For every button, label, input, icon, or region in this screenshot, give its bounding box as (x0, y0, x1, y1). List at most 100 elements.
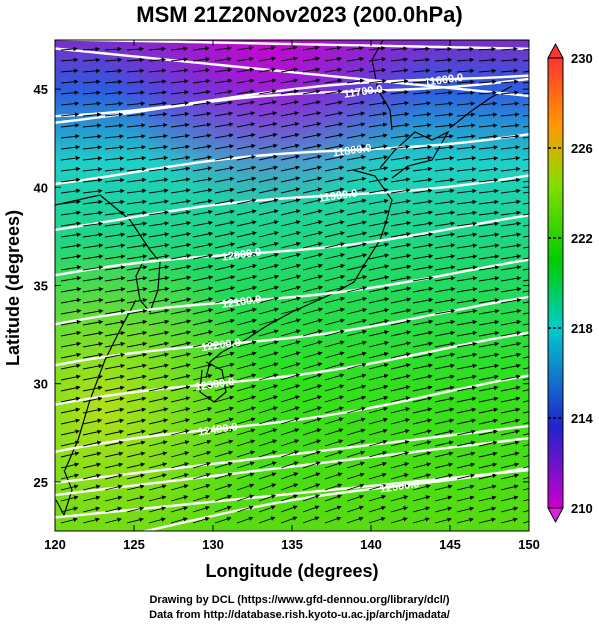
wind-arrow (346, 384, 367, 392)
wind-arrow (236, 242, 258, 249)
wind-arrow (236, 373, 257, 381)
wind-arrow (214, 187, 235, 194)
wind-arrow (478, 167, 499, 172)
height-contours (55, 40, 529, 531)
wind-arrow (192, 133, 212, 139)
wind-arrow (434, 462, 454, 469)
wind-arrow (104, 298, 126, 304)
wind-arrow (368, 100, 388, 106)
wind-arrow (434, 232, 456, 238)
wind-arrow (302, 428, 322, 436)
wind-arrow (192, 417, 212, 425)
wind-arrow (236, 220, 257, 227)
wind-arrow (258, 362, 279, 370)
wind-arrow (82, 298, 104, 304)
wind-arrow (434, 254, 456, 260)
wind-arrow (258, 406, 278, 414)
wind-arrow (192, 89, 211, 95)
wind-arrow (126, 484, 145, 491)
wind-arrow (522, 81, 529, 84)
wind-arrow (390, 144, 411, 150)
wind-arrow (324, 198, 345, 205)
wind-arrow (456, 385, 477, 392)
wind-arrow (412, 188, 433, 194)
wind-arrow (170, 155, 191, 161)
wind-arrow (170, 144, 191, 150)
wind-arrow (60, 57, 79, 63)
wind-arrow (104, 287, 126, 293)
wind-arrow (412, 308, 434, 315)
y-tick-label: 35 (34, 279, 48, 294)
wind-arrow (214, 253, 236, 260)
wind-arrow (192, 188, 213, 194)
wind-arrow (148, 418, 169, 425)
wind-arrow (500, 429, 520, 436)
height-contour (55, 258, 529, 326)
wind-arrow (170, 188, 191, 194)
wind-arrow (368, 187, 389, 194)
wind-arrow (368, 264, 390, 271)
wind-arrow (236, 78, 255, 84)
wind-arrow (456, 145, 477, 150)
contour-label: 11600.0 (424, 72, 464, 89)
wind-arrow (412, 407, 433, 414)
wind-arrow (148, 101, 168, 106)
wind-arrow (148, 166, 169, 172)
wind-arrow (412, 418, 433, 425)
wind-arrow (192, 122, 212, 128)
wind-arrow (500, 473, 520, 480)
wind-arrow (104, 210, 126, 216)
wind-arrow (434, 385, 455, 392)
wind-arrow (478, 429, 498, 436)
wind-arrow (368, 166, 389, 172)
wind-arrow (368, 395, 389, 403)
wind-arrow (236, 461, 255, 469)
wind-arrow (280, 78, 299, 84)
wind-arrow (258, 340, 279, 348)
wind-arrow (500, 177, 521, 183)
wind-arrow (192, 384, 213, 392)
wind-arrow (148, 374, 169, 381)
wind-arrow (82, 90, 101, 95)
wind-arrow (412, 68, 431, 73)
wind-arrow (280, 417, 300, 425)
wind-arrow (500, 46, 518, 52)
wind-arrow (104, 254, 126, 260)
wind-arrow (148, 199, 169, 205)
wind-arrow (500, 418, 521, 425)
wind-arrow (478, 517, 496, 524)
wind-arrow (192, 330, 214, 337)
wind-arrow (302, 143, 322, 150)
wind-arrow (302, 307, 324, 315)
wind-arrow (302, 274, 324, 282)
wind-arrow (346, 187, 367, 194)
wind-arrow (346, 494, 365, 502)
wind-arrow (280, 198, 301, 205)
wind-arrow (456, 123, 476, 128)
wind-arrow (368, 209, 389, 216)
wind-arrow (258, 122, 278, 128)
wind-arrow (280, 472, 299, 480)
wind-arrow (368, 461, 388, 469)
wind-arrow (258, 111, 278, 117)
wind-arrow (170, 352, 191, 359)
wind-arrow (214, 155, 235, 161)
wind-arrow (324, 483, 343, 491)
wind-arrow (368, 198, 389, 205)
wind-arrow (456, 188, 477, 194)
wind-arrow (236, 395, 257, 403)
wind-arrow (192, 209, 213, 216)
wind-arrow (434, 484, 453, 491)
wind-arrow (500, 254, 522, 260)
wind-arrow (324, 89, 343, 95)
wind-arrow (500, 462, 520, 469)
wind-arrow (170, 133, 190, 139)
wind-arrow (214, 395, 235, 403)
wind-arrow (60, 440, 80, 447)
wind-arrow (170, 385, 191, 392)
wind-arrow (148, 363, 169, 370)
wind-arrow (170, 297, 192, 304)
wind-arrow (346, 450, 366, 458)
wind-arrow (522, 433, 529, 436)
wind-arrow (82, 101, 102, 106)
